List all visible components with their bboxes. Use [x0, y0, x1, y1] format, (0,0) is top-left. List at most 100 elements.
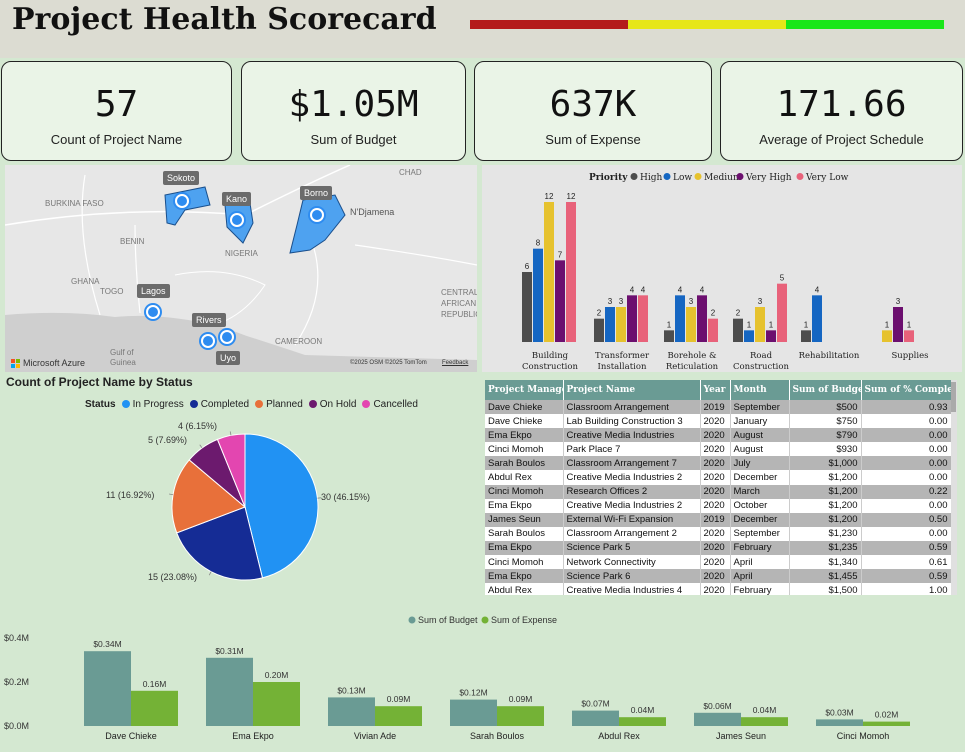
kpi-card-schedule[interactable]: 171.66 Average of Project Schedule	[720, 61, 963, 161]
pie-legend-item[interactable]: Completed	[189, 399, 250, 410]
table-cell: Creative Media Industries	[563, 428, 701, 443]
table-cell: $1,230	[789, 526, 862, 541]
priority-bar-label: 3	[689, 297, 694, 306]
map-pin-borno[interactable]	[310, 208, 324, 222]
be-legend-swatch	[481, 616, 489, 624]
table-column-header[interactable]: Sum of % Complete	[861, 380, 951, 400]
be-legend-swatch	[408, 616, 416, 624]
be-bar-label: $0.34M	[93, 639, 121, 649]
priority-bar	[697, 295, 707, 342]
table-row[interactable]: James Seun External Wi-Fi Expansion 2019 De…	[485, 512, 951, 527]
priority-legend-label: Very High	[745, 173, 792, 183]
kpi-card-expense[interactable]: 637K Sum of Expense	[474, 61, 712, 161]
kpi-card-budget[interactable]: $1.05M Sum of Budget	[241, 61, 466, 161]
table-cell: 2020	[700, 498, 731, 513]
table-row[interactable]: Sarah Boulos Classroom Arrangement 2 2020 S…	[485, 526, 951, 541]
pie-data-label: 11 (16.92%)	[106, 490, 154, 500]
pie-legend-item[interactable]: Cancelled	[362, 399, 418, 410]
pie-legend: Status In Progress Completed Planned On …	[85, 399, 418, 410]
priority-bar-label: 2	[711, 309, 716, 318]
map-pin-uyo[interactable]	[220, 330, 234, 344]
table-row[interactable]: Abdul Rex Creative Media Industries 2 2020…	[485, 470, 951, 485]
table-cell: $1,200	[789, 498, 862, 513]
table-row[interactable]: Cinci Momoh Network Connectivity 2020 April…	[485, 555, 951, 570]
pie-legend-item[interactable]: In Progress	[121, 399, 184, 410]
pie-data-label: 5 (7.69%)	[148, 435, 187, 445]
priority-category-label: Borehole &	[667, 351, 716, 361]
table-scrollbar-thumb[interactable]	[951, 382, 956, 412]
pie-legend-item[interactable]: On Hold	[308, 399, 356, 410]
priority-bar-label: 4	[641, 285, 646, 294]
pie-legend-item[interactable]: Planned	[255, 399, 303, 410]
project-table-grid: Project ManagerProject NameYearMonthSum …	[485, 380, 951, 595]
table-cell: December	[730, 512, 790, 527]
budget-expense-chart[interactable]: Sum of Budget Sum of Expense $0.0M $0.2M $0.…	[0, 600, 965, 752]
table-column-header[interactable]: Month	[730, 380, 790, 400]
map-pin-kano[interactable]	[230, 213, 244, 227]
table-row[interactable]: Dave Chieke Lab Building Construction 3 20…	[485, 414, 951, 429]
priority-legend-swatch	[663, 173, 671, 180]
table-row[interactable]: Sarah Boulos Classroom Arrangement 7 2020 J…	[485, 456, 951, 471]
table-cell: 2020	[700, 540, 731, 556]
kpi-label: Sum of Budget	[310, 132, 397, 147]
priority-chart[interactable]: Priority High Low Medium Very High Very Low 6 8…	[482, 165, 962, 372]
be-axis-tick: $0.0M	[4, 721, 29, 731]
table-cell: 0.00	[861, 442, 951, 457]
table-cell: 2020	[700, 526, 731, 541]
table-cell: Ema Ekpo	[485, 569, 564, 584]
kpi-card-project-count[interactable]: 57 Count of Project Name	[1, 61, 232, 161]
map-pin-rivers[interactable]	[201, 334, 215, 348]
priority-bar	[522, 272, 532, 342]
status-pie-chart[interactable]: 30 (46.15%) 15 (23.08%) 11 (16.92%) 5 (7.69…	[0, 415, 480, 595]
priority-bar	[744, 330, 754, 342]
priority-bar-label: 4	[815, 285, 820, 294]
map-pin-sokoto[interactable]	[175, 194, 189, 208]
project-location-map[interactable]: CHAD BURKINA FASO BENIN NIGERIA N'Djamen…	[5, 165, 477, 372]
table-column-header[interactable]: Year	[700, 380, 731, 400]
map-label-togo: TOGO	[100, 287, 124, 296]
table-row[interactable]: Dave Chieke Classroom Arrangement 2019 Sept…	[485, 400, 951, 415]
legend-swatch	[189, 400, 198, 409]
table-column-header[interactable]: Project Name	[563, 380, 701, 400]
legend-swatch	[255, 400, 264, 409]
table-cell: Classroom Arrangement 2	[563, 526, 701, 541]
table-cell: 0.59	[861, 569, 951, 584]
be-legend-label: Sum of Expense	[491, 615, 557, 625]
legend-label: Completed	[200, 399, 250, 410]
project-table[interactable]: Project ManagerProject NameYearMonthSum …	[485, 380, 951, 595]
table-cell: 0.00	[861, 526, 951, 541]
table-row[interactable]: Ema Ekpo Creative Media Industries 2 2020 O…	[485, 498, 951, 513]
map-pin-lagos[interactable]	[146, 305, 160, 319]
table-cell: $1,455	[789, 569, 862, 584]
priority-legend-swatch	[736, 173, 744, 180]
table-row[interactable]: Ema Ekpo Science Park 5 2020 February $1,235…	[485, 540, 951, 556]
pie-data-label: 4 (6.15%)	[178, 421, 217, 431]
priority-bar-label: 7	[558, 250, 563, 259]
table-row[interactable]: Ema Ekpo Science Park 6 2020 April $1,455 0.5…	[485, 569, 951, 584]
be-bar	[741, 717, 788, 726]
table-column-header[interactable]: Project Manager	[485, 380, 564, 400]
be-category-label: Abdul Rex	[598, 731, 640, 741]
table-cell: July	[730, 456, 790, 471]
table-column-header[interactable]: Sum of Budget	[789, 380, 862, 400]
pie-slice	[171, 459, 246, 534]
priority-bar-label: 8	[536, 239, 541, 248]
table-row[interactable]: Abdul Rex Creative Media Industries 4 2020…	[485, 583, 951, 595]
table-cell: September	[730, 400, 790, 415]
table-cell: February	[730, 540, 790, 556]
map-feedback-link[interactable]: Feedback	[442, 360, 469, 366]
table-row[interactable]: Cinci Momoh Research Offices 2 2020 March $1…	[485, 484, 951, 499]
table-scrollbar[interactable]	[951, 380, 957, 595]
priority-bar	[544, 202, 554, 342]
table-cell: Lab Building Construction 3	[563, 414, 701, 429]
table-cell: $750	[789, 414, 862, 429]
table-cell: 0.00	[861, 456, 951, 471]
table-row[interactable]: Ema Ekpo Creative Media Industries 2020 Aug…	[485, 428, 951, 443]
table-row[interactable]: Cinci Momoh Park Place 7 2020 August $930 0.0…	[485, 442, 951, 457]
priority-category-label: Road	[750, 351, 773, 361]
be-category-label: Vivian Ade	[354, 731, 396, 741]
priority-category-label: Rehabilitation	[799, 351, 860, 361]
table-cell: October	[730, 498, 790, 513]
be-category-label: James Seun	[716, 731, 766, 741]
table-cell: 0.00	[861, 428, 951, 443]
